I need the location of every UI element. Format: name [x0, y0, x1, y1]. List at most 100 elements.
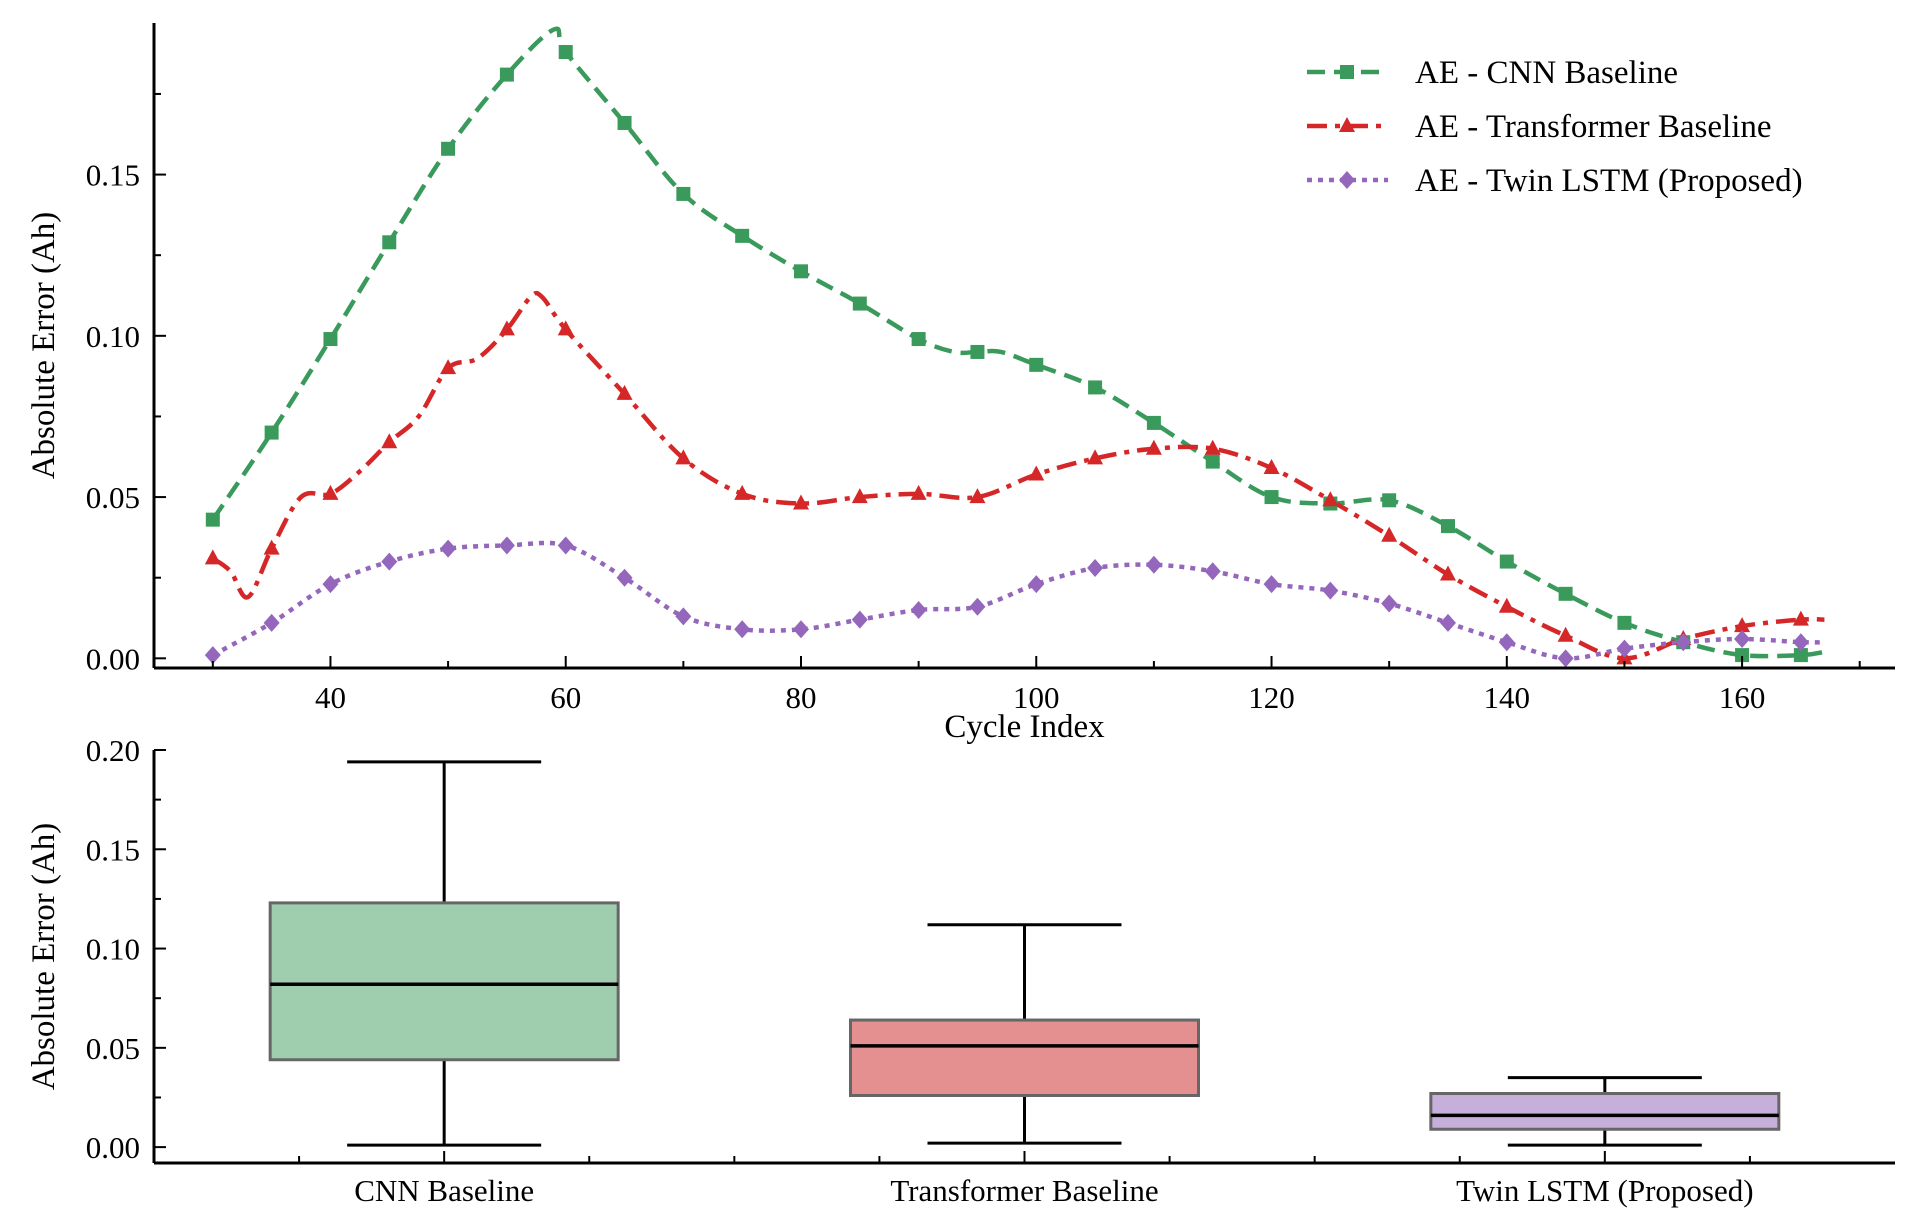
- y-tick-label: 0.10: [86, 932, 140, 967]
- data-point: [381, 552, 398, 571]
- data-point: [322, 575, 339, 594]
- data-point: [1263, 575, 1280, 594]
- data-point: [382, 235, 397, 250]
- line-chart-axes: 40 60 80 100 120 140 160 0.00 0.05 0.10 0.15: [86, 23, 1895, 715]
- data-point: [1439, 565, 1456, 581]
- data-point: [1734, 617, 1751, 633]
- x-tick-label: 140: [1484, 680, 1531, 715]
- data-point: [1205, 454, 1220, 469]
- box-plot-item: [1429, 1076, 1781, 1147]
- data-point: [1675, 633, 1692, 652]
- data-point: [323, 332, 338, 347]
- data-point: [1498, 633, 1515, 652]
- box: [849, 1018, 1200, 1097]
- data-point: [969, 488, 986, 504]
- x-tick-label: Transformer Baseline: [890, 1173, 1158, 1208]
- data-point: [617, 115, 632, 130]
- legend-marker: [1339, 171, 1355, 189]
- legend: AE - CNN Baseline AE - Transformer Baseli…: [1307, 55, 1803, 199]
- data-point: [1145, 555, 1162, 574]
- data-point: [1558, 586, 1573, 601]
- box: [268, 901, 620, 1062]
- data-point: [558, 45, 573, 60]
- data-point: [1381, 526, 1398, 542]
- data-point: [1204, 562, 1221, 581]
- data-point: [1087, 559, 1104, 578]
- y-axis-title: Absolute Error (Ah): [26, 823, 62, 1091]
- data-point: [263, 539, 280, 555]
- data-point: [793, 264, 808, 279]
- data-point: [263, 613, 280, 632]
- data-point: [264, 425, 279, 440]
- data-point: [676, 186, 691, 201]
- data-point: [1440, 519, 1455, 534]
- y-tick-label: 0.00: [86, 641, 140, 676]
- data-point: [616, 384, 633, 400]
- data-point: [734, 620, 751, 639]
- data-point: [1088, 380, 1103, 395]
- data-point: [1498, 597, 1515, 613]
- box: [1429, 1092, 1781, 1131]
- data-point: [498, 536, 515, 555]
- legend-marker: [1339, 117, 1355, 132]
- x-tick-label: 60: [550, 680, 581, 715]
- data-point: [792, 494, 809, 510]
- data-point: [1616, 639, 1633, 658]
- legend-label: AE - CNN Baseline: [1415, 55, 1678, 91]
- data-point: [970, 344, 985, 359]
- y-tick-label: 0.05: [86, 1031, 140, 1066]
- data-point: [205, 512, 220, 527]
- data-point: [557, 536, 574, 555]
- data-point: [1439, 613, 1456, 632]
- x-tick-label: Twin LSTM (Proposed): [1456, 1173, 1753, 1208]
- data-point: [1734, 629, 1751, 648]
- data-point: [910, 484, 927, 500]
- data-point: [1322, 491, 1339, 507]
- data-point: [440, 539, 457, 558]
- data-point: [1029, 357, 1044, 372]
- data-point: [1557, 626, 1574, 642]
- data-point: [1028, 575, 1045, 594]
- y-tick-label: 0.10: [86, 319, 140, 354]
- data-point: [852, 296, 867, 311]
- line-chart-panel: 40 60 80 100 120 140 160 0.00 0.05 0.10 0.15 Cycle…: [26, 23, 1895, 745]
- x-tick-label: 120: [1248, 680, 1295, 715]
- data-point: [851, 488, 868, 504]
- data-point: [1145, 439, 1162, 455]
- data-point: [1087, 449, 1104, 465]
- legend-marker: [1340, 65, 1354, 79]
- y-tick-label: 0.15: [86, 158, 140, 193]
- y-tick-label: 0.05: [86, 480, 140, 515]
- data-point: [1381, 594, 1398, 613]
- data-point: [1264, 490, 1279, 505]
- data-point: [440, 359, 457, 375]
- y-tick-label: 0.00: [86, 1130, 140, 1165]
- data-point: [1382, 493, 1397, 508]
- data-point: [1792, 610, 1809, 626]
- y-axis-title: Absolute Error (Ah): [26, 212, 62, 480]
- data-point: [911, 332, 926, 347]
- data-point: [1793, 648, 1808, 663]
- y-tick-label: 0.20: [86, 733, 140, 768]
- data-point: [910, 600, 927, 619]
- data-point: [498, 320, 515, 336]
- data-point: [1617, 615, 1632, 630]
- data-point: [851, 610, 868, 629]
- data-point: [1792, 633, 1809, 652]
- data-point: [675, 449, 692, 465]
- data-point: [1028, 465, 1045, 481]
- series-markers: [204, 45, 1809, 668]
- legend-label: AE - Twin LSTM (Proposed): [1415, 163, 1803, 199]
- data-point: [1204, 439, 1221, 455]
- data-point: [792, 620, 809, 639]
- data-point: [1735, 648, 1750, 663]
- data-point: [381, 433, 398, 449]
- data-point: [969, 597, 986, 616]
- box-plot-panel: 0.00 0.05 0.10 0.15 0.20 CNN Baseline Transfor…: [26, 733, 1895, 1208]
- x-tick-label: 160: [1719, 680, 1766, 715]
- x-tick-label: 80: [785, 680, 816, 715]
- x-tick-label: CNN Baseline: [354, 1173, 534, 1208]
- data-point: [1499, 554, 1514, 569]
- data-point: [1263, 459, 1280, 475]
